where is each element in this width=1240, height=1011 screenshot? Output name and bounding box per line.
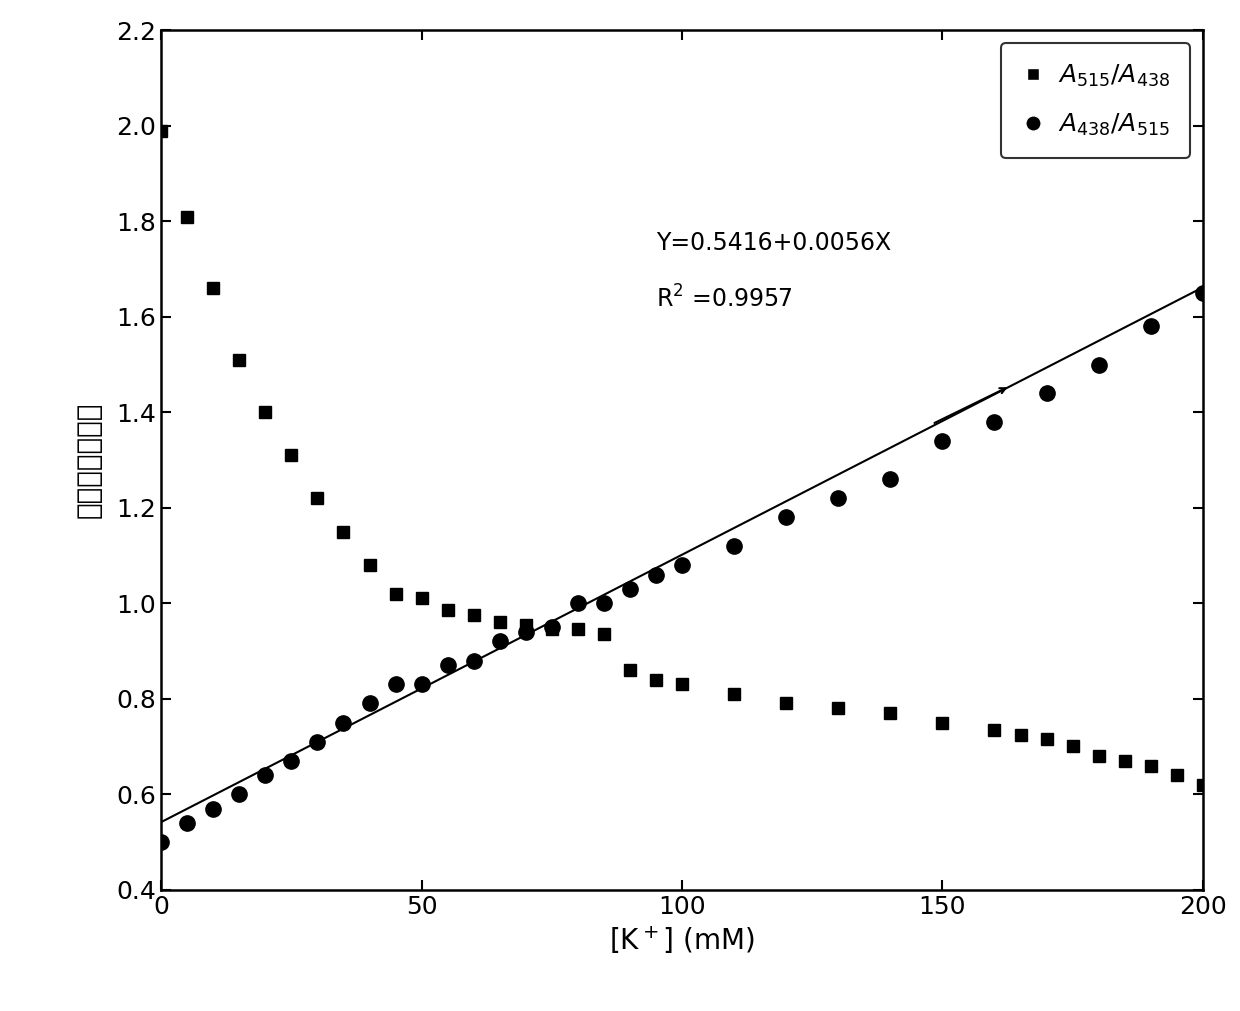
- $A_{515}/A_{438}$: [336, 526, 351, 538]
- $A_{438}/A_{515}$: [544, 621, 559, 633]
- $A_{438}/A_{515}$: [779, 512, 794, 524]
- $A_{438}/A_{515}$: [336, 717, 351, 729]
- $A_{438}/A_{515}$: [883, 473, 898, 485]
- $A_{515}/A_{438}$: [1013, 729, 1028, 741]
- $A_{438}/A_{515}$: [1195, 287, 1210, 299]
- $A_{515}/A_{438}$: [388, 587, 403, 600]
- Y-axis label: 紫外吸光度比値: 紫外吸光度比値: [74, 401, 103, 519]
- $A_{515}/A_{438}$: [154, 124, 169, 136]
- $A_{438}/A_{515}$: [649, 568, 663, 580]
- $A_{515}/A_{438}$: [727, 687, 742, 700]
- $A_{515}/A_{438}$: [544, 624, 559, 636]
- $A_{515}/A_{438}$: [1065, 740, 1080, 752]
- $A_{438}/A_{515}$: [727, 540, 742, 552]
- $A_{515}/A_{438}$: [284, 449, 299, 461]
- $A_{438}/A_{515}$: [935, 435, 950, 447]
- $A_{438}/A_{515}$: [622, 583, 637, 595]
- $A_{515}/A_{438}$: [1117, 755, 1132, 767]
- $A_{515}/A_{438}$: [570, 624, 585, 636]
- $A_{515}/A_{438}$: [362, 559, 377, 571]
- $A_{438}/A_{515}$: [831, 492, 846, 504]
- $A_{438}/A_{515}$: [596, 598, 611, 610]
- $A_{438}/A_{515}$: [284, 755, 299, 767]
- $A_{515}/A_{438}$: [440, 605, 455, 617]
- $A_{438}/A_{515}$: [466, 654, 481, 666]
- $A_{515}/A_{438}$: [1143, 759, 1158, 771]
- Line: $A_{515}/A_{438}$: $A_{515}/A_{438}$: [155, 124, 1209, 791]
- $A_{515}/A_{438}$: [1195, 778, 1210, 791]
- Legend: $A_{515}/A_{438}$, $A_{438}/A_{515}$: $A_{515}/A_{438}$, $A_{438}/A_{515}$: [1001, 42, 1190, 158]
- X-axis label: [K$^+$] (mM): [K$^+$] (mM): [609, 924, 755, 955]
- $A_{515}/A_{438}$: [232, 354, 247, 366]
- $A_{438}/A_{515}$: [675, 559, 689, 571]
- $A_{515}/A_{438}$: [622, 664, 637, 676]
- $A_{438}/A_{515}$: [154, 836, 169, 848]
- $A_{515}/A_{438}$: [649, 673, 663, 685]
- $A_{515}/A_{438}$: [935, 717, 950, 729]
- $A_{515}/A_{438}$: [258, 406, 273, 419]
- $A_{438}/A_{515}$: [258, 769, 273, 782]
- $A_{515}/A_{438}$: [596, 628, 611, 640]
- $A_{438}/A_{515}$: [570, 598, 585, 610]
- $A_{438}/A_{515}$: [232, 789, 247, 801]
- $A_{515}/A_{438}$: [883, 707, 898, 719]
- $A_{438}/A_{515}$: [1039, 387, 1054, 399]
- Line: $A_{438}/A_{515}$: $A_{438}/A_{515}$: [154, 285, 1210, 849]
- $A_{515}/A_{438}$: [414, 592, 429, 605]
- $A_{438}/A_{515}$: [1143, 320, 1158, 333]
- $A_{438}/A_{515}$: [1091, 359, 1106, 371]
- $A_{515}/A_{438}$: [180, 210, 195, 222]
- $A_{438}/A_{515}$: [206, 803, 221, 815]
- $A_{438}/A_{515}$: [388, 678, 403, 691]
- $A_{515}/A_{438}$: [779, 698, 794, 710]
- $A_{438}/A_{515}$: [362, 698, 377, 710]
- $A_{438}/A_{515}$: [180, 817, 195, 829]
- $A_{515}/A_{438}$: [492, 617, 507, 629]
- $A_{515}/A_{438}$: [310, 492, 325, 504]
- Text: Y=0.5416+0.0056X: Y=0.5416+0.0056X: [656, 231, 892, 255]
- $A_{515}/A_{438}$: [206, 282, 221, 294]
- $A_{515}/A_{438}$: [831, 703, 846, 715]
- $A_{515}/A_{438}$: [987, 724, 1002, 736]
- $A_{515}/A_{438}$: [518, 619, 533, 631]
- $A_{515}/A_{438}$: [1169, 769, 1184, 782]
- $A_{515}/A_{438}$: [1039, 733, 1054, 745]
- $A_{438}/A_{515}$: [310, 736, 325, 748]
- Text: R$^2$ =0.9957: R$^2$ =0.9957: [656, 285, 792, 312]
- $A_{515}/A_{438}$: [1091, 750, 1106, 762]
- $A_{438}/A_{515}$: [518, 626, 533, 638]
- $A_{515}/A_{438}$: [675, 678, 689, 691]
- $A_{438}/A_{515}$: [987, 416, 1002, 428]
- $A_{438}/A_{515}$: [414, 678, 429, 691]
- $A_{438}/A_{515}$: [492, 635, 507, 647]
- $A_{515}/A_{438}$: [466, 609, 481, 621]
- $A_{438}/A_{515}$: [440, 659, 455, 671]
